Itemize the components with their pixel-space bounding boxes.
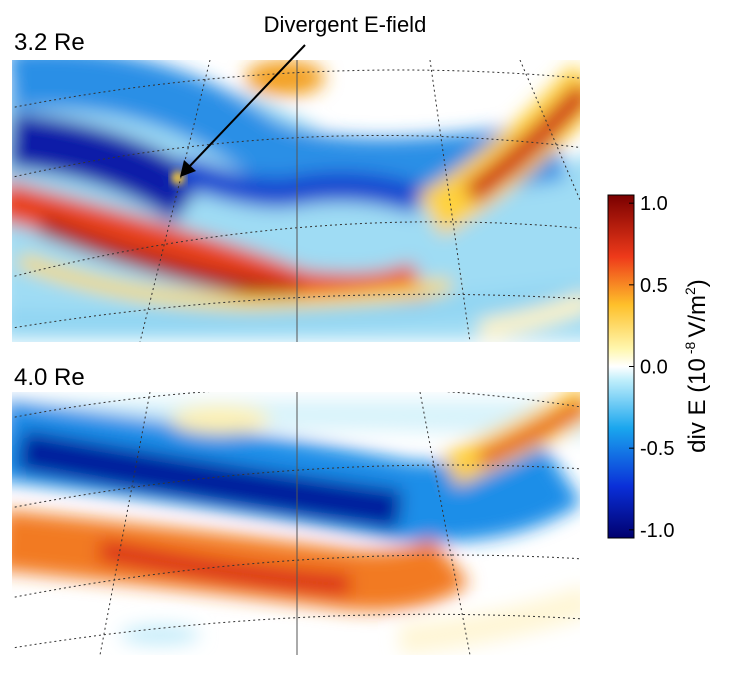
label-unit: V/m (684, 295, 711, 338)
label-exponent: -8 (682, 341, 698, 354)
tick-label: 0.5 (640, 275, 668, 297)
colorbar-label: div E (10 -8 V/m2) (682, 279, 711, 453)
label-unit-exponent: 2 (682, 287, 698, 295)
panel-label: 3.2 Re (14, 29, 85, 56)
arrow (180, 44, 306, 177)
label-close: ) (684, 279, 711, 287)
panel-map (12, 392, 580, 655)
panel-label: 4.0 Re (14, 364, 85, 391)
label-text: div E (10 (684, 358, 711, 453)
tick-label: -0.5 (640, 438, 674, 460)
tick-label: -1.0 (640, 520, 674, 542)
annotation: Divergent E-field (264, 12, 427, 37)
tick-label: 0.0 (640, 357, 668, 379)
tick-label: 1.0 (640, 193, 668, 215)
panel-map (12, 60, 580, 342)
